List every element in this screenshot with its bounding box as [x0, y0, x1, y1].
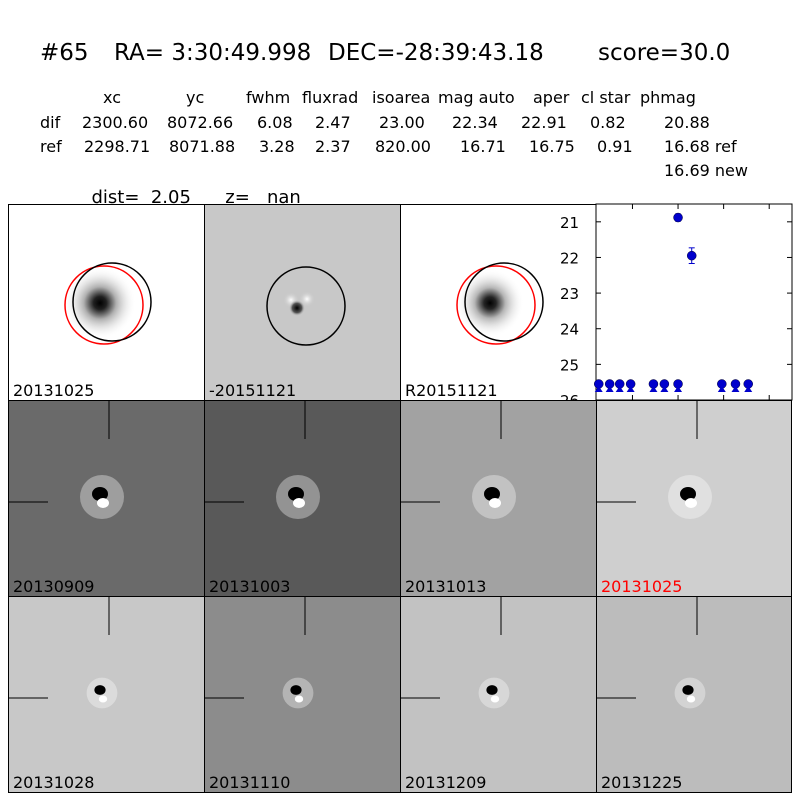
stamp-image	[205, 597, 400, 792]
ref-yc: 8071.88	[169, 137, 236, 156]
black-aperture-circle	[266, 266, 346, 346]
ra-value: RA= 3:30:49.998	[114, 40, 312, 66]
stamp-image	[205, 401, 400, 596]
dist-value: 2.05	[150, 187, 191, 208]
stamp-image	[597, 401, 791, 596]
stamp-panel: 20131028	[8, 596, 205, 793]
stamp-panel: 20131209	[400, 596, 597, 793]
black-aperture-circle	[464, 262, 544, 342]
y-tick-label: 21	[560, 214, 579, 232]
row-label-ref: ref	[40, 137, 62, 156]
stamp-panel: 20130909	[8, 400, 205, 597]
col-header-phmag: phmag	[640, 88, 696, 107]
stamp-date-label: 20131028	[13, 773, 95, 792]
dec-value: DEC=-28:39:43.18	[328, 40, 544, 66]
candidate-id: #65	[40, 40, 89, 66]
data-point	[686, 250, 697, 261]
z-label: z=	[225, 187, 250, 208]
col-header-fwhm: fwhm	[246, 88, 291, 107]
ref-phmag: 16.68 ref	[664, 137, 737, 156]
panel-label: R20151121	[405, 381, 498, 400]
stamp-date-label: 20131225	[601, 773, 683, 792]
reference-image-panel: 20131025	[8, 204, 205, 401]
data-point	[673, 212, 683, 223]
dif-fwhm: 6.08	[257, 113, 293, 132]
limit-arrow	[615, 385, 624, 392]
black-aperture-circle	[72, 262, 152, 342]
light-curve-panel: 212223242526−50050100	[560, 203, 793, 423]
col-header-fluxrad: fluxrad	[302, 88, 359, 107]
dif-xc: 2300.60	[82, 113, 149, 132]
dif-mag-auto: 22.34	[452, 113, 498, 132]
y-tick-label: 23	[560, 285, 579, 303]
score-value: score=30.0	[598, 40, 731, 66]
y-tick-label: 22	[560, 249, 579, 267]
col-header-aper: aper	[533, 88, 570, 107]
stamp-date-label: 20130909	[13, 577, 95, 596]
panel-label: 20131025	[13, 381, 95, 400]
stamp-date-label: 20131110	[209, 773, 291, 792]
dif-cl-star: 0.82	[590, 113, 626, 132]
col-header-xc: xc	[103, 88, 121, 107]
ref-fwhm: 3.28	[259, 137, 295, 156]
col-header-isoarea: isoarea	[372, 88, 431, 107]
stamp-date-label: 20131003	[209, 577, 291, 596]
dif-aper: 22.91	[521, 113, 567, 132]
dist-label: dist=	[91, 187, 140, 208]
ref-aper: 16.75	[529, 137, 575, 156]
z-value: nan	[266, 187, 301, 208]
dif-fluxrad: 2.47	[315, 113, 351, 132]
ref-cl-star: 0.91	[597, 137, 633, 156]
stamp-date-label: 20131013	[405, 577, 487, 596]
col-header-cl-star: cl star	[581, 88, 631, 107]
ref-xc: 2298.71	[84, 137, 151, 156]
limit-arrow	[660, 385, 669, 392]
candidate-title: #65 RA= 3:30:49.998 DEC=-28:39:43.18 sco…	[40, 40, 730, 170]
dist-line: dist= 2.05 z= nan	[80, 166, 301, 208]
stamp-panel: 20131110	[204, 596, 401, 793]
ref-fluxrad: 2.37	[315, 137, 351, 156]
row-label-dif: dif	[40, 113, 61, 132]
limit-arrow	[605, 385, 614, 392]
col-header-mag-auto: mag auto	[438, 88, 515, 107]
stamp-image	[9, 401, 204, 596]
stamp-image	[401, 597, 596, 792]
stamp-panel: 20131025	[596, 400, 792, 597]
new-phmag: 16.69 new	[664, 161, 748, 180]
y-tick-label: 24	[560, 321, 579, 339]
difference-image	[205, 205, 400, 400]
difference-image-panel: -20151121	[204, 204, 401, 401]
stamp-panel: 20131013	[400, 400, 597, 597]
stamp-date-label: 20131025	[601, 577, 683, 596]
ref-isoarea: 820.00	[375, 137, 431, 156]
plot-frame	[595, 203, 793, 401]
stamp-image	[597, 597, 791, 792]
reference-image	[9, 205, 204, 400]
stamp-panel: 20131225	[596, 596, 792, 793]
stamp-image	[401, 401, 596, 596]
new-image	[401, 205, 596, 400]
panel-label: -20151121	[209, 381, 297, 400]
ref-mag-auto: 16.71	[460, 137, 506, 156]
dif-yc: 8072.66	[167, 113, 234, 132]
limit-arrow	[717, 385, 726, 392]
red-aperture-circle	[64, 265, 144, 345]
red-aperture-circle	[456, 265, 536, 345]
limit-arrow	[626, 385, 635, 392]
limit-arrow	[649, 385, 658, 392]
limit-arrow	[731, 385, 740, 392]
col-header-yc: yc	[186, 88, 205, 107]
limit-arrow	[744, 385, 753, 392]
stamp-date-label: 20131209	[405, 773, 487, 792]
dif-phmag: 20.88	[664, 113, 710, 132]
limit-arrow	[594, 385, 603, 392]
dif-isoarea: 23.00	[379, 113, 425, 132]
stamp-image	[9, 597, 204, 792]
limit-arrow	[674, 385, 683, 392]
stamp-panel: 20131003	[204, 400, 401, 597]
y-tick-label: 25	[560, 356, 579, 374]
